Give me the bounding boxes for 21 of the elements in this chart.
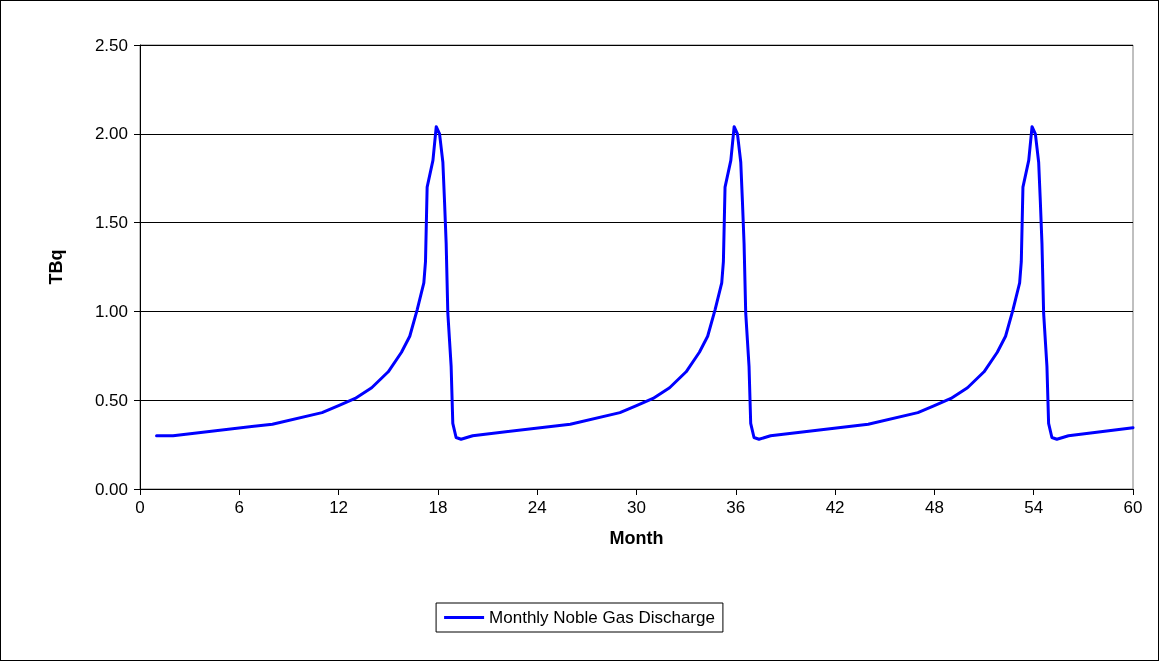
y-tick-label: 0.50: [94, 390, 128, 410]
x-tick-label: 30: [627, 498, 646, 517]
x-axis-title: Month: [609, 528, 664, 548]
line-series: [155, 125, 1135, 441]
y-tick-label: 1.50: [94, 213, 128, 233]
x-tick-label: 18: [428, 498, 448, 517]
legend-label: Monthly Noble Gas Discharge: [489, 608, 715, 627]
x-tick-label: 42: [825, 498, 845, 517]
y-tick-label: 2.50: [94, 35, 128, 55]
y-tick-label: 0.00: [94, 479, 128, 499]
x-tick-label: 36: [726, 498, 746, 517]
x-tick-label: 54: [1024, 498, 1044, 517]
y-tick-label: 2.00: [94, 124, 128, 144]
x-tick-label: 48: [924, 498, 944, 517]
y-axis-title: TBq: [46, 249, 66, 285]
y-tick-label: 1.00: [94, 301, 128, 321]
x-tick-label: 6: [234, 498, 245, 517]
x-tick-label: 60: [1123, 498, 1143, 517]
x-tick-label: 24: [527, 498, 547, 517]
x-tick-label: 12: [329, 498, 349, 517]
x-tick-label: 0: [135, 498, 145, 517]
